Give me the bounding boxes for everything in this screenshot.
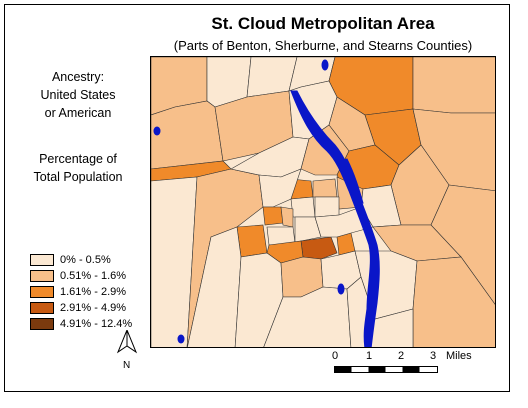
measure-line-1: Percentage of [39, 152, 117, 166]
measure-label: Percentage of Total Population [22, 150, 134, 186]
lake [321, 59, 329, 71]
scale-tick: 1 [366, 350, 373, 362]
legend: 0% - 0.5% 0.51% - 1.6% 1.61% - 2.9% 2.91… [30, 252, 132, 332]
ancestry-line-1: Ancestry: [51, 70, 105, 84]
scale-units: Miles [446, 350, 472, 362]
map-region [290, 196, 316, 218]
map-region [151, 176, 198, 347]
map-region [236, 224, 268, 258]
legend-item: 2.91% - 4.9% [30, 300, 132, 316]
map-canvas [151, 57, 495, 347]
legend-label: 2.91% - 4.9% [60, 302, 127, 314]
north-arrow-icon [116, 328, 138, 354]
north-arrow: N [116, 328, 138, 371]
legend-label: 0% - 0.5% [60, 254, 111, 266]
legend-swatch [30, 270, 54, 282]
river [340, 158, 364, 204]
legend-label: 4.91% - 12.4% [60, 318, 133, 330]
map-region [314, 196, 340, 218]
legend-label: 1.61% - 2.9% [60, 286, 127, 298]
legend-swatch [30, 254, 54, 266]
map-subtitle: (Parts of Benton, Sherburne, and Stearns… [173, 38, 473, 53]
map-region [412, 57, 495, 114]
legend-swatch [30, 286, 54, 298]
choropleth-map [150, 56, 496, 348]
map-region [280, 206, 294, 228]
legend-swatch [30, 318, 54, 330]
scale-tick: 3 [430, 350, 437, 362]
ancestry-line-3: or American [44, 106, 112, 120]
north-label: N [123, 360, 131, 371]
scale-bar-graphic [334, 366, 438, 373]
map-region [151, 100, 224, 170]
legend-item: 4.91% - 12.4% [30, 316, 132, 332]
measure-line-2: Total Population [33, 170, 123, 184]
lake [177, 334, 185, 344]
map-region [300, 236, 338, 260]
map-region [262, 206, 284, 226]
map-region [294, 216, 322, 244]
ancestry-line-2: United States [40, 88, 116, 102]
legend-label: 0.51% - 1.6% [60, 270, 127, 282]
legend-item: 1.61% - 2.9% [30, 284, 132, 300]
ancestry-label: Ancestry: United States or American [22, 68, 134, 122]
lake [337, 283, 345, 295]
map-region [312, 178, 338, 198]
lake [153, 126, 161, 136]
scale-tick: 0 [332, 350, 339, 362]
legend-item: 0.51% - 1.6% [30, 268, 132, 284]
legend-swatch [30, 302, 54, 314]
legend-item: 0% - 0.5% [30, 252, 132, 268]
map-frame [4, 4, 510, 392]
map-title: St. Cloud Metropolitan Area [211, 14, 435, 33]
scale-tick: 2 [398, 350, 405, 362]
